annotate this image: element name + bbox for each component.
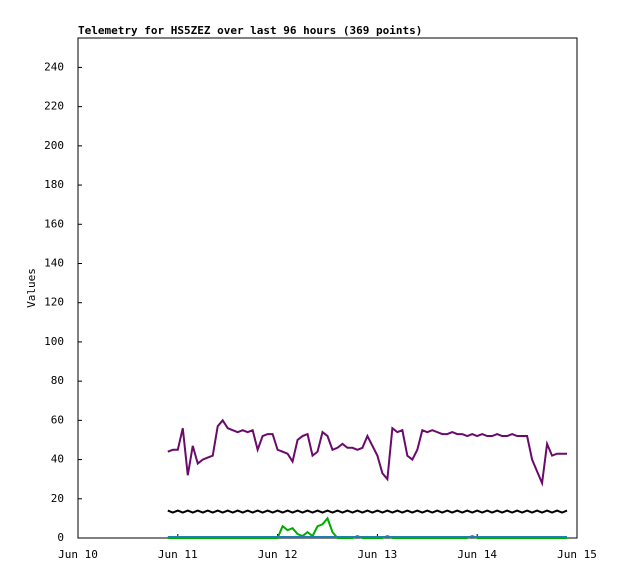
series-line [167,418,568,487]
y-tick-label: 140 [44,256,64,269]
y-axis-label: Values [25,268,38,308]
y-tick-label: 160 [44,217,64,230]
y-tick-label: 200 [44,139,64,152]
x-tick-label: Jun 14 [457,548,497,561]
y-tick-label: 220 [44,100,64,113]
y-tick-label: 180 [44,178,64,191]
chart-title: Telemetry for HS5ZEZ over last 96 hours … [78,24,422,37]
y-tick-label: 60 [51,413,64,426]
x-tick-label: Jun 12 [258,548,298,561]
series-line [167,509,568,514]
x-tick-label: Jun 11 [158,548,198,561]
y-tick-label: 20 [51,492,64,505]
y-tick-label: 240 [44,60,64,73]
x-tick-label: Jun 15 [557,548,597,561]
y-tick-label: 100 [44,335,64,348]
y-tick-label: 0 [57,531,64,544]
y-tick-label: 40 [51,453,64,466]
x-tick-label: Jun 10 [58,548,98,561]
x-tick-label: Jun 13 [358,548,398,561]
y-tick-label: 80 [51,374,64,387]
y-tick-label: 120 [44,296,64,309]
